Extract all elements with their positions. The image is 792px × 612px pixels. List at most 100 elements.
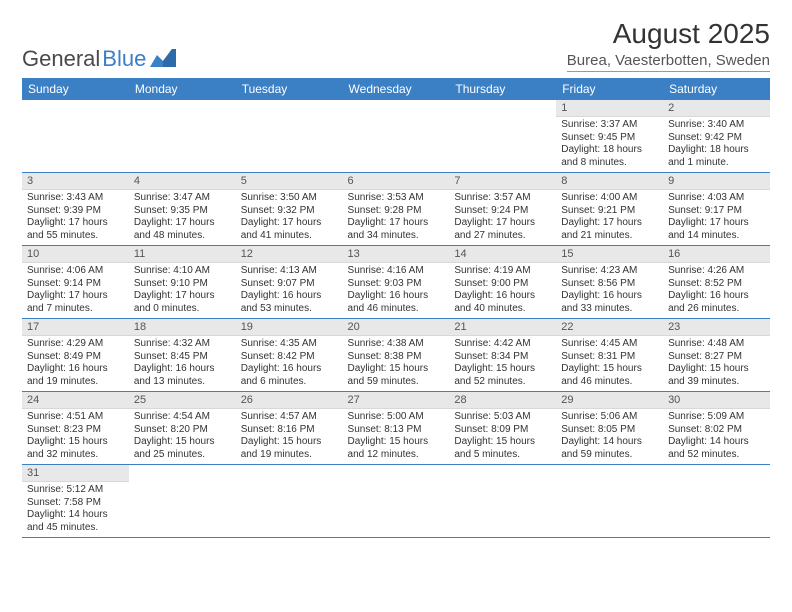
day-details: Sunrise: 4:00 AMSunset: 9:21 PMDaylight:… — [556, 190, 663, 245]
day-cell: 29Sunrise: 5:06 AMSunset: 8:05 PMDayligh… — [556, 392, 663, 465]
daylight-line: Daylight: 15 hours and 19 minutes. — [241, 436, 338, 461]
sunset-line: Sunset: 8:16 PM — [241, 424, 338, 437]
logo-icon — [150, 49, 176, 67]
empty-cell — [556, 465, 663, 538]
weekday-header: Thursday — [449, 78, 556, 100]
day-details: Sunrise: 4:03 AMSunset: 9:17 PMDaylight:… — [663, 190, 770, 245]
daylight-line: Daylight: 15 hours and 39 minutes. — [668, 363, 765, 388]
day-number: 21 — [449, 319, 556, 336]
sunset-line: Sunset: 8:56 PM — [561, 278, 658, 291]
day-details: Sunrise: 3:40 AMSunset: 9:42 PMDaylight:… — [663, 117, 770, 172]
daylight-line: Daylight: 17 hours and 27 minutes. — [454, 217, 551, 242]
day-number: 16 — [663, 246, 770, 263]
sunset-line: Sunset: 9:35 PM — [134, 205, 231, 218]
sunrise-line: Sunrise: 3:53 AM — [348, 192, 445, 205]
day-number: 12 — [236, 246, 343, 263]
daylight-line: Daylight: 17 hours and 48 minutes. — [134, 217, 231, 242]
empty-cell — [236, 100, 343, 173]
day-number: 18 — [129, 319, 236, 336]
day-cell: 16 Sunrise: 4:26 AMSunset: 8:52 PMDayligh… — [663, 246, 770, 319]
sunset-line: Sunset: 8:02 PM — [668, 424, 765, 437]
daylight-line: Daylight: 16 hours and 33 minutes. — [561, 290, 658, 315]
weekday-header: Saturday — [663, 78, 770, 100]
sunrise-line: Sunrise: 3:37 AM — [561, 119, 658, 132]
day-number: 7 — [449, 173, 556, 190]
daylight-line: Daylight: 15 hours and 46 minutes. — [561, 363, 658, 388]
day-details: Sunrise: 4:42 AMSunset: 8:34 PMDaylight:… — [449, 336, 556, 391]
sunset-line: Sunset: 8:09 PM — [454, 424, 551, 437]
sunrise-line: Sunrise: 4:26 AM — [668, 265, 765, 278]
day-number: 17 — [22, 319, 129, 336]
day-cell: 20Sunrise: 4:38 AMSunset: 8:38 PMDayligh… — [343, 319, 450, 392]
day-number: 25 — [129, 392, 236, 409]
day-details: Sunrise: 3:43 AMSunset: 9:39 PMDaylight:… — [22, 190, 129, 245]
day-details: Sunrise: 3:50 AMSunset: 9:32 PMDaylight:… — [236, 190, 343, 245]
calendar-row: 17Sunrise: 4:29 AMSunset: 8:49 PMDayligh… — [22, 319, 770, 392]
sunset-line: Sunset: 8:13 PM — [348, 424, 445, 437]
empty-cell — [343, 100, 450, 173]
day-cell: 9Sunrise: 4:03 AMSunset: 9:17 PMDaylight… — [663, 173, 770, 246]
day-cell: 1Sunrise: 3:37 AMSunset: 9:45 PMDaylight… — [556, 100, 663, 173]
sunset-line: Sunset: 8:49 PM — [27, 351, 124, 364]
weekday-row: SundayMondayTuesdayWednesdayThursdayFrid… — [22, 78, 770, 100]
daylight-line: Daylight: 17 hours and 41 minutes. — [241, 217, 338, 242]
sunset-line: Sunset: 8:31 PM — [561, 351, 658, 364]
logo: GeneralBlue — [22, 46, 176, 72]
sunrise-line: Sunrise: 3:40 AM — [668, 119, 765, 132]
sunset-line: Sunset: 8:23 PM — [27, 424, 124, 437]
sunset-line: Sunset: 9:03 PM — [348, 278, 445, 291]
sunrise-line: Sunrise: 4:19 AM — [454, 265, 551, 278]
calendar-row: 31Sunrise: 5:12 AMSunset: 7:58 PMDayligh… — [22, 465, 770, 538]
day-cell: 30Sunrise: 5:09 AMSunset: 8:02 PMDayligh… — [663, 392, 770, 465]
daylight-line: Daylight: 15 hours and 12 minutes. — [348, 436, 445, 461]
day-details: Sunrise: 4:29 AMSunset: 8:49 PMDaylight:… — [22, 336, 129, 391]
empty-cell — [663, 465, 770, 538]
day-number: 11 — [129, 246, 236, 263]
sunset-line: Sunset: 8:52 PM — [668, 278, 765, 291]
daylight-line: Daylight: 16 hours and 26 minutes. — [668, 290, 765, 315]
sunrise-line: Sunrise: 4:32 AM — [134, 338, 231, 351]
daylight-line: Daylight: 17 hours and 14 minutes. — [668, 217, 765, 242]
daylight-line: Daylight: 17 hours and 34 minutes. — [348, 217, 445, 242]
sunset-line: Sunset: 9:17 PM — [668, 205, 765, 218]
calendar-page: GeneralBlue August 2025 Burea, Vaesterbo… — [0, 0, 792, 556]
sunset-line: Sunset: 8:34 PM — [454, 351, 551, 364]
day-details: Sunrise: 5:06 AMSunset: 8:05 PMDaylight:… — [556, 409, 663, 464]
calendar-row: 10Sunrise: 4:06 AMSunset: 9:14 PMDayligh… — [22, 246, 770, 319]
weekday-header: Tuesday — [236, 78, 343, 100]
day-number: 26 — [236, 392, 343, 409]
daylight-line: Daylight: 17 hours and 55 minutes. — [27, 217, 124, 242]
day-cell: 25Sunrise: 4:54 AMSunset: 8:20 PMDayligh… — [129, 392, 236, 465]
day-cell: 12Sunrise: 4:13 AMSunset: 9:07 PMDayligh… — [236, 246, 343, 319]
day-cell: 23Sunrise: 4:48 AMSunset: 8:27 PMDayligh… — [663, 319, 770, 392]
day-cell: 5Sunrise: 3:50 AMSunset: 9:32 PMDaylight… — [236, 173, 343, 246]
sunset-line: Sunset: 8:20 PM — [134, 424, 231, 437]
daylight-line: Daylight: 16 hours and 19 minutes. — [27, 363, 124, 388]
day-details: Sunrise: 4:32 AMSunset: 8:45 PMDaylight:… — [129, 336, 236, 391]
day-cell: 21Sunrise: 4:42 AMSunset: 8:34 PMDayligh… — [449, 319, 556, 392]
empty-cell — [22, 100, 129, 173]
month-title: August 2025 — [567, 18, 770, 50]
daylight-line: Daylight: 15 hours and 25 minutes. — [134, 436, 231, 461]
day-cell: 15Sunrise: 4:23 AMSunset: 8:56 PMDayligh… — [556, 246, 663, 319]
sunset-line: Sunset: 9:39 PM — [27, 205, 124, 218]
day-cell: 11Sunrise: 4:10 AMSunset: 9:10 PMDayligh… — [129, 246, 236, 319]
day-number: 27 — [343, 392, 450, 409]
daylight-line: Daylight: 17 hours and 7 minutes. — [27, 290, 124, 315]
day-details: Sunrise: 4:51 AMSunset: 8:23 PMDaylight:… — [22, 409, 129, 464]
day-details: Sunrise: 4:38 AMSunset: 8:38 PMDaylight:… — [343, 336, 450, 391]
sunset-line: Sunset: 8:27 PM — [668, 351, 765, 364]
day-details: Sunrise: 4:35 AMSunset: 8:42 PMDaylight:… — [236, 336, 343, 391]
location: Burea, Vaesterbotten, Sweden — [567, 52, 770, 69]
day-cell: 8Sunrise: 4:00 AMSunset: 9:21 PMDaylight… — [556, 173, 663, 246]
day-details: Sunrise: 4:54 AMSunset: 8:20 PMDaylight:… — [129, 409, 236, 464]
sunrise-line: Sunrise: 4:03 AM — [668, 192, 765, 205]
daylight-line: Daylight: 16 hours and 46 minutes. — [348, 290, 445, 315]
sunset-line: Sunset: 8:38 PM — [348, 351, 445, 364]
sunrise-line: Sunrise: 4:48 AM — [668, 338, 765, 351]
day-details: Sunrise: 4:23 AMSunset: 8:56 PMDaylight:… — [556, 263, 663, 318]
day-details: Sunrise: 5:00 AMSunset: 8:13 PMDaylight:… — [343, 409, 450, 464]
day-number: 9 — [663, 173, 770, 190]
sunrise-line: Sunrise: 5:09 AM — [668, 411, 765, 424]
day-number: 22 — [556, 319, 663, 336]
